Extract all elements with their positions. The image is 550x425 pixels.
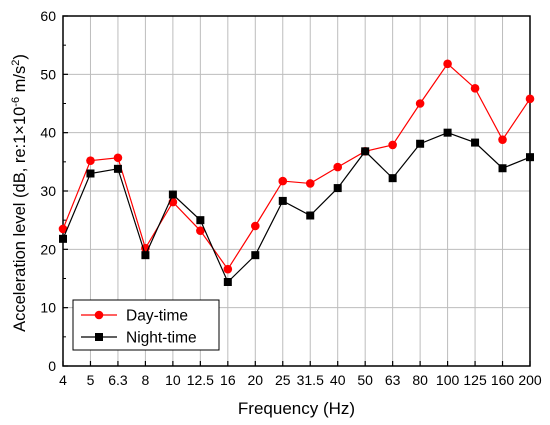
y-axis-label-prefix: Acceleration level (dB, re:1×10: [11, 107, 29, 332]
data-point: [305, 179, 315, 188]
data-point: [86, 169, 95, 178]
x-tick-label: 6.3: [108, 372, 128, 388]
data-point: [223, 278, 232, 286]
y-tick-label: 0: [48, 358, 56, 374]
series-0: [58, 59, 535, 274]
x-tick-label: 8: [142, 372, 150, 388]
x-axis-label: Frequency (Hz): [238, 399, 355, 418]
x-tick-label: 100: [436, 372, 460, 388]
y-tick-label: 30: [40, 183, 56, 199]
data-point: [525, 94, 535, 104]
series-line: [62, 62, 531, 271]
axis-ticks: 4 5 6.3 8 10 12.5 16 20 25 31.5 40 50 63 80 100 125 160 2…: [40, 8, 541, 388]
data-point: [306, 211, 315, 220]
x-tick-label: 200: [518, 372, 542, 388]
x-tick-label: 4: [59, 372, 67, 388]
x-tick-label: 160: [491, 372, 515, 388]
data-point: [278, 176, 288, 186]
data-point: [58, 224, 68, 234]
series: [58, 59, 535, 286]
legend-label: Day-time: [126, 308, 188, 325]
data-point: [333, 184, 342, 193]
x-tick-label: 5: [87, 372, 95, 388]
data-point: [250, 221, 260, 231]
x-tick-label: 63: [385, 372, 401, 388]
x-tick-label: 12.5: [187, 372, 214, 388]
data-point: [498, 164, 507, 173]
data-point: [470, 84, 480, 93]
x-tick-label: 80: [412, 372, 428, 388]
x-tick-label: 31.5: [297, 372, 324, 388]
data-point: [498, 135, 507, 144]
legend-box: [72, 299, 220, 351]
series-line: [62, 132, 531, 284]
x-tick-label: 25: [275, 372, 291, 388]
data-point: [113, 153, 123, 163]
series-1: [59, 128, 534, 286]
data-point: [141, 251, 150, 260]
data-point: [333, 162, 343, 172]
legend-label: Night-time: [126, 330, 197, 347]
y-axis-label-suffix: ): [11, 54, 29, 60]
x-tick-label: 40: [330, 372, 346, 388]
y-axis-label: Acceleration level (dB, re:1×10-6 m/s2): [10, 54, 29, 332]
legend-item-1: Night-time: [81, 330, 197, 347]
data-point: [196, 226, 205, 235]
y-axis-label-middle: m/s: [11, 66, 29, 97]
data-point: [416, 139, 425, 148]
data-point: [526, 153, 534, 162]
data-point: [388, 174, 397, 183]
data-point: [59, 234, 67, 243]
y-tick-label: 60: [40, 8, 56, 24]
legend-marker: [94, 310, 104, 320]
data-point: [251, 251, 260, 260]
legend-item-0: Day-time: [81, 308, 188, 325]
data-point: [443, 128, 452, 137]
x-tick-label: 50: [357, 372, 373, 388]
y-tick-label: 20: [40, 241, 56, 257]
y-tick-label: 50: [40, 66, 56, 82]
x-tick-label: 16: [220, 372, 236, 388]
legend: Day-time Night-time: [72, 299, 220, 351]
y-axis-label-exponent: -6: [10, 97, 22, 107]
legend-marker: [95, 333, 103, 341]
y-tick-label: 40: [40, 125, 56, 141]
data-point: [443, 59, 452, 69]
x-tick-label: 20: [248, 372, 264, 388]
data-point: [415, 99, 425, 108]
grid: [63, 16, 530, 366]
data-point: [196, 216, 205, 225]
y-axis-label-unit-exponent: 2: [10, 60, 22, 66]
data-point: [278, 196, 287, 205]
data-point: [86, 156, 95, 165]
data-point: [113, 164, 122, 173]
x-tick-label: 10: [165, 372, 181, 388]
y-tick-label: 10: [40, 300, 56, 316]
data-point: [223, 264, 233, 274]
data-point: [361, 147, 370, 156]
data-point: [471, 138, 480, 147]
data-point: [388, 140, 397, 150]
x-tick-label: 125: [463, 372, 487, 388]
data-point: [168, 190, 177, 199]
